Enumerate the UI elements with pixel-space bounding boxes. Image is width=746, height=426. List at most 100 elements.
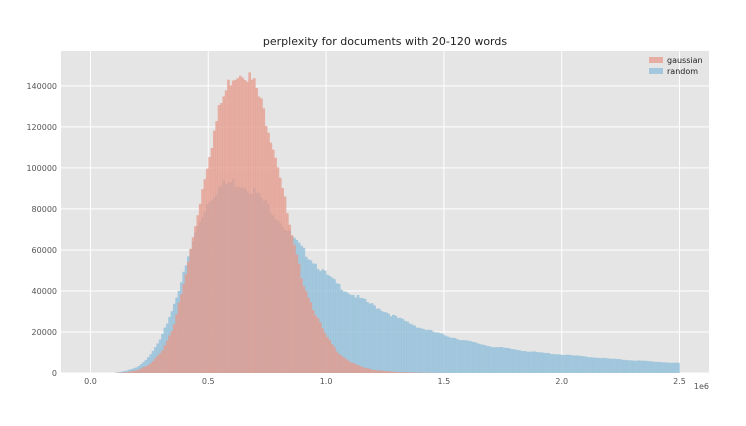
histogram-bar	[615, 359, 619, 373]
histogram-bar	[340, 289, 343, 373]
histogram-bar	[121, 371, 124, 373]
y-tick-label: 120000	[26, 123, 57, 132]
histogram-bar	[257, 96, 261, 374]
histogram-bar	[300, 278, 303, 373]
histogram-bar	[396, 317, 400, 373]
histogram-bar	[172, 324, 176, 373]
histogram-bar	[410, 372, 414, 373]
histogram-bar	[507, 348, 511, 373]
histogram-bar	[373, 370, 376, 373]
histogram-bar	[139, 368, 143, 373]
histogram-bar	[205, 168, 209, 373]
histogram-bar	[399, 317, 402, 373]
histogram-bar	[128, 369, 131, 373]
histogram-bar	[132, 368, 136, 373]
histogram-bar	[132, 370, 136, 373]
histogram-bar	[349, 362, 353, 373]
histogram-bar	[333, 279, 336, 373]
histogram-bar	[394, 315, 398, 373]
legend-swatch	[649, 57, 663, 63]
histogram-bar	[434, 332, 438, 373]
histogram-bar	[326, 274, 329, 373]
histogram-bar	[653, 361, 657, 373]
histogram-bar	[349, 294, 353, 373]
histogram-bar	[125, 370, 129, 373]
histogram-bar	[161, 350, 164, 373]
histogram-bar	[144, 366, 148, 373]
histogram-bar	[396, 371, 400, 373]
histogram-bar	[500, 346, 504, 373]
histogram-bar	[505, 347, 508, 373]
histogram-bar	[606, 358, 610, 373]
histogram-bar	[198, 203, 202, 373]
histogram-bar	[337, 283, 341, 373]
histogram-bar	[222, 96, 226, 373]
histogram-bar	[557, 354, 560, 373]
histogram-bar	[361, 298, 365, 373]
histogram-bar	[564, 354, 567, 373]
histogram-bar	[592, 357, 596, 373]
histogram-bar	[483, 345, 487, 373]
histogram-bars	[114, 72, 680, 374]
histogram-bar	[182, 284, 186, 373]
histogram-bar	[443, 335, 447, 373]
histogram-bar	[125, 372, 129, 373]
histogram-bar	[521, 351, 525, 373]
histogram-bar	[231, 80, 235, 373]
histogram-bar	[450, 337, 454, 373]
histogram-bar	[632, 360, 636, 373]
histogram-bar	[135, 367, 138, 373]
histogram-bar	[467, 340, 471, 373]
histogram-bar	[366, 302, 369, 373]
histogram-bar	[220, 103, 223, 373]
histogram-bar	[208, 157, 211, 373]
histogram-bar	[655, 361, 659, 373]
histogram-bar	[286, 213, 289, 373]
histogram-bar	[118, 371, 122, 373]
histogram-bar	[462, 340, 466, 373]
histogram-bar	[274, 157, 277, 373]
histogram-bar	[297, 263, 301, 373]
histogram-bar	[648, 361, 652, 373]
histogram-bar	[608, 358, 612, 373]
legend-label: random	[667, 67, 698, 76]
histogram-bar	[130, 371, 134, 373]
histogram-bar	[399, 372, 402, 373]
histogram-bar	[455, 338, 459, 373]
histogram-bar	[552, 354, 555, 373]
histogram-bar	[217, 105, 221, 373]
histogram-bar	[210, 147, 214, 373]
histogram-bar	[674, 362, 678, 373]
histogram-bar	[229, 85, 233, 373]
histogram-bar	[573, 355, 577, 373]
histogram-bar	[377, 370, 381, 373]
x-tick-label: 1.0	[320, 377, 333, 386]
histogram-bar	[177, 302, 181, 373]
histogram-bar	[359, 297, 362, 373]
histogram-bar	[342, 357, 346, 373]
y-tick-label: 60000	[32, 246, 57, 255]
histogram-bar	[474, 342, 478, 373]
histogram-bar	[335, 351, 339, 373]
histogram-bar	[491, 347, 494, 373]
histogram-bar	[417, 327, 421, 373]
histogram-bar	[469, 341, 473, 373]
histogram-bar	[415, 327, 419, 373]
histogram-bar	[613, 358, 617, 373]
histogram-bar	[314, 315, 317, 373]
histogram-bar	[368, 303, 372, 373]
histogram-bar	[359, 366, 362, 373]
histogram-bar	[439, 333, 442, 373]
histogram-bar	[356, 295, 360, 373]
histogram-bar	[130, 368, 134, 373]
histogram-bar	[245, 81, 249, 374]
histogram-bar	[622, 359, 626, 373]
histogram-bar	[368, 368, 372, 373]
histogram-bar	[380, 370, 383, 373]
histogram-bar	[512, 349, 515, 373]
histogram-bar	[476, 343, 480, 373]
histogram-bar	[535, 351, 539, 373]
histogram-bar	[290, 235, 294, 373]
histogram-bar	[665, 362, 669, 373]
histogram-bar	[587, 357, 591, 373]
